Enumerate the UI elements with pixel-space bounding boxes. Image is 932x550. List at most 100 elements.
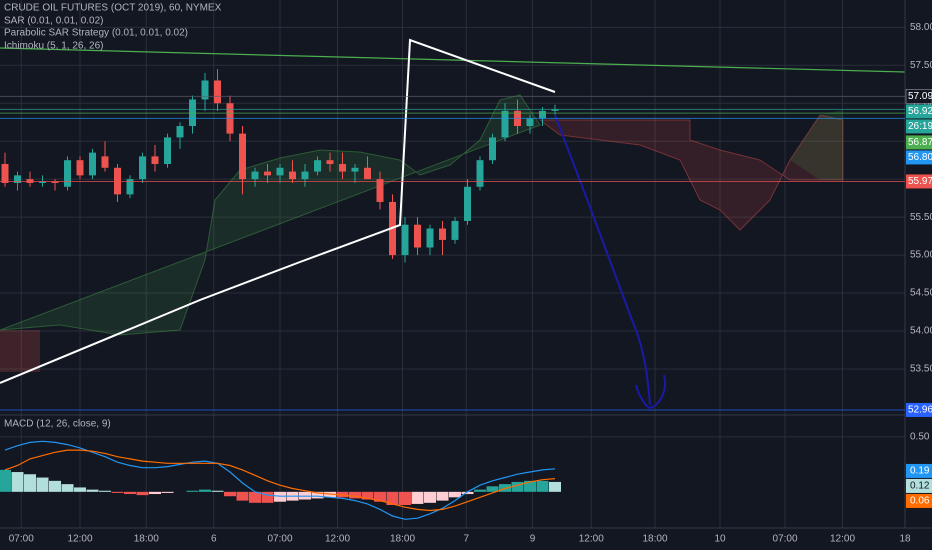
countdown: 26:19 (908, 121, 932, 132)
ichimoku-cloud (0, 330, 40, 372)
x-tick-label: 12:00 (325, 534, 350, 545)
indicator-label: MACD (12, 26, close, 9) (4, 419, 111, 430)
price-label-box (906, 135, 932, 150)
ichimoku-cloud (790, 110, 843, 180)
candle-body (251, 171, 259, 180)
candle-body (151, 156, 159, 164)
y-tick-label: 55.00 (910, 250, 932, 261)
value-label-box (906, 478, 932, 493)
x-tick-label: 18 (899, 534, 911, 545)
candle-body (376, 179, 384, 202)
y-tick-label: 54.50 (910, 288, 932, 299)
x-tick-label: 10 (714, 534, 726, 545)
candle-body (64, 160, 71, 187)
histogram-bar (549, 481, 561, 492)
value-label-box (906, 493, 932, 508)
histogram-bar (474, 489, 486, 492)
candle-body (539, 110, 546, 119)
candle-body (214, 80, 221, 104)
candle-body (126, 179, 134, 195)
y-tick-label: 54.00 (910, 326, 932, 337)
price-label-box (906, 402, 932, 417)
x-tick-label: 18:00 (390, 534, 415, 545)
histogram-bar (224, 491, 236, 497)
histogram-bar (486, 486, 499, 492)
histogram-bar (199, 489, 211, 492)
histogram-bar (511, 481, 524, 492)
candle-body (426, 228, 434, 248)
drawn-arrow (554, 114, 666, 410)
histogram-bar (186, 490, 199, 492)
candle-body (476, 160, 484, 187)
price-label-box (906, 104, 932, 119)
x-tick-label: 07:00 (772, 534, 797, 545)
candle-body (76, 160, 84, 176)
value-label: 0.19 (910, 466, 930, 477)
price-label-box (906, 150, 932, 165)
candle-body (501, 110, 509, 138)
y-tick-label: 57.50 (910, 60, 932, 71)
candle-body (264, 171, 271, 176)
price-label: 56.87 (908, 137, 932, 148)
histogram-bar (436, 491, 449, 501)
x-tick-label: 12:00 (579, 534, 604, 545)
candle-body (339, 163, 346, 172)
value-label-box (906, 463, 932, 478)
price-label: 56.92 (908, 106, 932, 117)
candle-body (14, 175, 21, 183)
drawn-line (0, 38, 556, 384)
histogram-bar (36, 477, 49, 492)
countdown-box (906, 119, 932, 134)
candle-body (414, 224, 421, 248)
x-tick-label: 6 (211, 534, 217, 545)
histogram-bar (124, 491, 136, 495)
price-label: 57.09 (908, 91, 932, 102)
histogram-bar (524, 480, 536, 492)
histogram-bar (424, 491, 436, 503)
indicator-label: Ichimoku (5, 1, 26, 26) (4, 41, 104, 52)
candle-body (401, 224, 409, 256)
candle-body (451, 220, 459, 240)
histogram-bar (411, 491, 424, 504)
candle-body (164, 137, 171, 164)
histogram-bar (86, 489, 99, 492)
histogram-bar (74, 487, 86, 492)
candle-body (1, 163, 9, 183)
candle-body (326, 160, 334, 164)
candle-body (439, 228, 446, 240)
candle-body (314, 160, 321, 172)
price-label: 52.96 (908, 405, 932, 416)
candle-body (39, 181, 46, 183)
histogram-bar (111, 491, 124, 493)
y-tick-label: 55.50 (910, 212, 932, 223)
x-tick-label: 7 (463, 534, 469, 545)
x-tick-label: 07:00 (9, 534, 34, 545)
macd-line (4, 449, 556, 512)
y-tick-label: 0.50 (910, 432, 930, 443)
candle-body (276, 167, 284, 176)
histogram-bar (261, 491, 274, 503)
histogram-bar (386, 491, 399, 506)
grid (0, 0, 906, 528)
histogram-bar (11, 472, 24, 492)
price-label: 55.97 (908, 176, 932, 187)
histogram-bar (136, 491, 149, 496)
histogram-bar (399, 491, 411, 506)
candle-body (464, 186, 471, 221)
candle-body (89, 152, 96, 176)
ichimoku-cloud (538, 114, 844, 231)
value-label: 0.12 (910, 481, 930, 492)
candle-body (351, 167, 359, 172)
histogram-bar (349, 491, 361, 499)
candle-body (526, 118, 534, 127)
macd-line (4, 440, 556, 520)
candle-body (551, 109, 559, 111)
histogram-bar (461, 491, 474, 495)
histogram-bar (211, 490, 224, 492)
value-label: 0.06 (910, 496, 930, 507)
price-label-box (906, 174, 932, 189)
histogram-bar (161, 491, 174, 493)
candle-body (489, 137, 496, 161)
trend-line (0, 47, 906, 73)
